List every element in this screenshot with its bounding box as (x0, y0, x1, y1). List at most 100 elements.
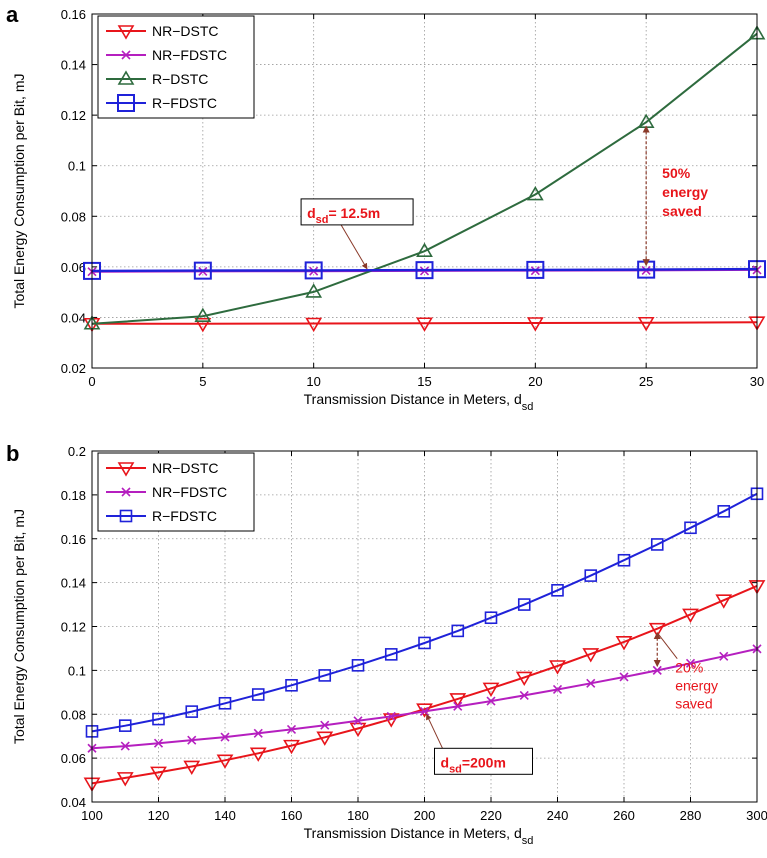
panel-b-legend-item-2-marker (121, 487, 131, 497)
panel-b-xtick-label-300: 300 (746, 808, 767, 823)
panel-b-series-3-point-10 (418, 636, 431, 650)
panel-a-ytick-label-1: 0.04 (61, 310, 86, 325)
panel-b-series-2-point-16-stroke-2 (619, 672, 629, 682)
panel-b-series-1-point-6 (283, 739, 300, 755)
panel-b-legend-item-2-marker-stroke-2 (121, 487, 131, 497)
panel-a-series-4-line (91, 267, 758, 273)
panel-b-series-3-point-5 (251, 688, 265, 701)
panel-b-series-3-point-6 (285, 678, 298, 692)
panel-a-annotations: dsd= 12.5m 50% energy saved (300, 125, 708, 270)
panel-b-series-2-point-6 (286, 724, 297, 734)
panel-b-xlabel: Transmission Distance in Meters, dsd (304, 825, 534, 847)
panel-b-series-3-point-14 (551, 584, 564, 597)
panel-a-series-3-line (91, 32, 758, 325)
panel-a-xtick-label-10: 10 (306, 374, 320, 389)
panel-b-ytick-label-7: 0.18 (61, 488, 86, 503)
panel-b-xtick-label-260: 260 (613, 808, 635, 823)
panel-a-legend-item-3-label: R−DSTC (152, 71, 208, 87)
panel-b-legend: NR−DSTC NR−FDSTC R−FDSTC (97, 452, 255, 532)
panel-a-series-1-point-4 (526, 317, 544, 332)
panel-b-series-2-point-19-stroke-2 (719, 651, 729, 661)
panel-a-crossover-d: d (307, 205, 316, 221)
panel-b-series-2-point-7 (320, 720, 330, 730)
panel-b-series-2-point-18 (685, 658, 696, 668)
panel-a-series-3-point-3 (416, 242, 433, 257)
panel-b-series-3-point-18 (684, 521, 697, 535)
panel-b-series-3-point-3 (185, 705, 199, 718)
panel-b-series-2-point-2 (153, 738, 164, 748)
panel-b-series-2-point-12 (486, 696, 496, 706)
panel-b-series-3-point-2 (152, 712, 165, 726)
panel-a-series-3-point-1 (194, 307, 212, 322)
panel-a-legend-item-2: NR−FDSTC (106, 47, 227, 63)
panel-b-legend-item-1-label: NR−DSTC (152, 460, 219, 476)
panel-b-series-2-point-15-stroke-2 (586, 678, 596, 688)
panel-a-legend-item-3-marker (117, 70, 135, 85)
panel-a-legend-item-1: NR−DSTC (106, 23, 219, 40)
panel-a-series-1-line (92, 321, 758, 325)
panel-b-saving-leader (656, 632, 678, 659)
panel-b-series-1-point-4 (216, 754, 234, 769)
panel-b-saving-line-2: saved (675, 696, 712, 712)
panel-b-series-2-point-5 (253, 728, 263, 738)
panel-b-letter: b (6, 441, 19, 466)
panel-b-series-3-point-17 (650, 538, 664, 551)
panel-a-saving-line-2: saved (662, 203, 702, 219)
panel-b-series-1-point-12 (482, 682, 500, 697)
panel-b-series-1-point-18 (682, 608, 699, 624)
panel-b-series-1-point-14 (549, 660, 566, 675)
panel-b-series-1-point-17 (648, 622, 666, 638)
panel-b-legend-item-3-marker (119, 509, 133, 523)
panel-a-ytick-label-3: 0.08 (61, 209, 86, 224)
panel-b-ytick-label-2: 0.08 (61, 707, 86, 722)
panel-b-series-3-point-12 (484, 611, 498, 625)
panel-b-ytick-label-5: 0.14 (61, 576, 86, 591)
panel-b-series-2-point-12-stroke-2 (486, 696, 496, 706)
panel-b-xtick-label-180: 180 (347, 808, 369, 823)
panel-b-ytick-label-4: 0.12 (61, 620, 86, 635)
panel-a-legend-item-1-marker (117, 25, 135, 40)
panel-a-legend-item-1-label: NR−DSTC (152, 23, 219, 39)
panel-b-series-2-point-9 (386, 711, 396, 722)
panel-b-crossover-rest: =200m (462, 754, 506, 770)
panel-b-ytick-label-0: 0.04 (61, 795, 86, 810)
panel-b-series-2-point-4 (220, 732, 230, 742)
panel-a-xtick-label-5: 5 (199, 374, 206, 389)
panel-a-xlabel-sub: sd (522, 401, 534, 413)
panel-b-saving-line-0: 20% (675, 660, 703, 676)
panel-a-legend-item-4: R−FDSTC (106, 94, 217, 112)
panel-a-ytick-label-2: 0.06 (61, 260, 86, 275)
panel-b-series-2-point-7-stroke-2 (320, 720, 330, 730)
panel-b-series-1-point-8 (349, 722, 367, 738)
panel-a-ytick-label-7: 0.16 (61, 7, 86, 22)
panel-a-series-4-point-4 (526, 260, 545, 279)
panel-b-series-1-point-1 (116, 772, 134, 787)
panel-b-series-2-point-2-stroke-2 (153, 738, 164, 748)
panel-a-ytick-label-6: 0.14 (61, 58, 86, 73)
panel-a-ytick-label-4: 0.1 (68, 159, 86, 174)
panel-b-series-1-point-7 (316, 731, 334, 746)
panel-a-frame (91, 13, 758, 369)
panel-b-series-2-point-14-stroke-2 (552, 684, 563, 695)
panel-b-ytick-label-3: 0.1 (68, 663, 86, 678)
panel-b-frame (91, 450, 758, 803)
panel-a-ylabel: Total Energy Consumption per Bit, mJ (11, 74, 27, 309)
panel-b-series-2-point-1-stroke-2 (120, 741, 130, 751)
panel-b-xtick-label-120: 120 (148, 808, 170, 823)
panel-b-annotations: dsd=200m 20% energy saved (426, 631, 718, 775)
panel-b-series-2-point-8 (353, 716, 363, 726)
panel-b-series-3-point-11 (451, 624, 465, 638)
panel-a-xtick-label-15: 15 (417, 374, 431, 389)
panel-a-xtick-label-30: 30 (750, 374, 764, 389)
panel-b-series-3-point-1 (118, 719, 132, 732)
panel-a-ytick-label-5: 0.12 (61, 108, 86, 123)
panel-b-series-1-point-2 (150, 766, 167, 781)
panel-b-xlabel-main: Transmission Distance in Meters, d (304, 825, 522, 841)
panel-a-legend-item-2-marker-stroke-2 (121, 50, 131, 60)
panel-b-xtick-label-280: 280 (680, 808, 702, 823)
panel-a-legend-item-4-marker (117, 94, 135, 112)
panel-a-series-1-point-5 (637, 316, 655, 332)
panel-b-legend-item-1-marker (117, 462, 135, 477)
panel-b-series-3-line (91, 492, 758, 733)
